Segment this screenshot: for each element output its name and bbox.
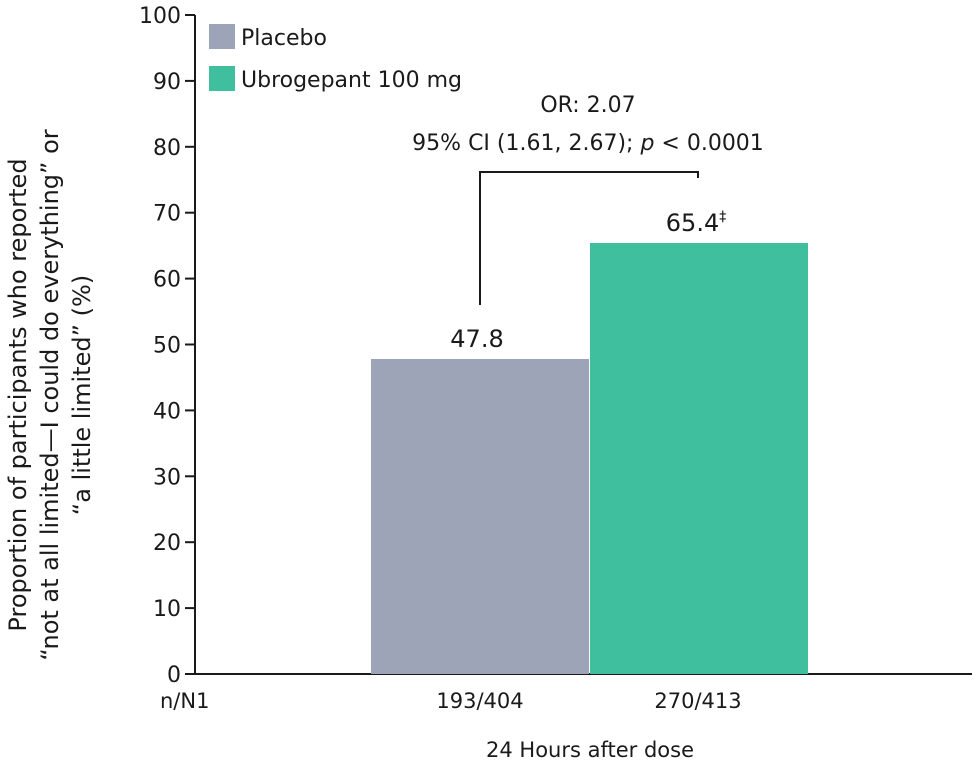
n-value-ubrogepant: 270/413 xyxy=(654,689,741,713)
y-axis-title-line-2: “not at all limited—I could do everythin… xyxy=(36,129,64,660)
odds-ratio-text: OR: 2.07 xyxy=(540,93,635,118)
y-axis-title-line-3: “a little limited” (%) xyxy=(68,275,96,515)
ci-prefix: 95% CI (1.61, 2.67); xyxy=(412,131,640,156)
bars: 47.8 65.4‡ xyxy=(371,209,808,674)
y-ticks: 0 10 20 30 40 50 60 70 80 90 100 xyxy=(139,4,195,688)
legend-label-placebo: Placebo xyxy=(241,26,327,51)
x-axis-title: 24 Hours after dose xyxy=(486,738,694,762)
y-tick-label: 20 xyxy=(153,531,181,556)
y-tick-label: 70 xyxy=(153,202,181,227)
y-tick-label: 50 xyxy=(153,334,181,359)
significance-bracket xyxy=(479,171,699,305)
y-tick-label: 40 xyxy=(153,399,181,424)
y-tick-label: 80 xyxy=(153,136,181,161)
confidence-interval-text: 95% CI (1.61, 2.67); p < 0.0001 xyxy=(412,131,764,156)
legend: Placebo Ubrogepant 100 mg xyxy=(209,24,462,93)
bar-placebo xyxy=(371,358,589,674)
y-axis-title: Proportion of participants who reported … xyxy=(4,129,96,660)
legend-swatch-placebo xyxy=(209,24,235,49)
y-tick-label: 10 xyxy=(153,597,181,622)
n-value-placebo: 193/404 xyxy=(436,689,523,713)
legend-label-ubrogepant: Ubrogepant 100 mg xyxy=(241,68,462,93)
bar-ubrogepant xyxy=(590,243,808,674)
bar-value-label-placebo: 47.8 xyxy=(450,325,503,353)
legend-swatch-ubrogepant xyxy=(209,66,235,91)
y-tick-label: 30 xyxy=(153,465,181,490)
y-tick-label: 0 xyxy=(167,663,181,688)
p-value: < 0.0001 xyxy=(654,131,763,156)
bar-value-label-ubrogepant: 65.4‡ xyxy=(666,209,726,237)
y-axis-title-line-1: Proportion of participants who reported xyxy=(4,158,32,631)
p-symbol: p xyxy=(639,131,654,156)
y-tick-label: 90 xyxy=(153,70,181,95)
n-row-label: n/N1 xyxy=(160,689,209,713)
y-tick-label: 60 xyxy=(153,268,181,293)
y-tick-label: 100 xyxy=(139,4,181,29)
